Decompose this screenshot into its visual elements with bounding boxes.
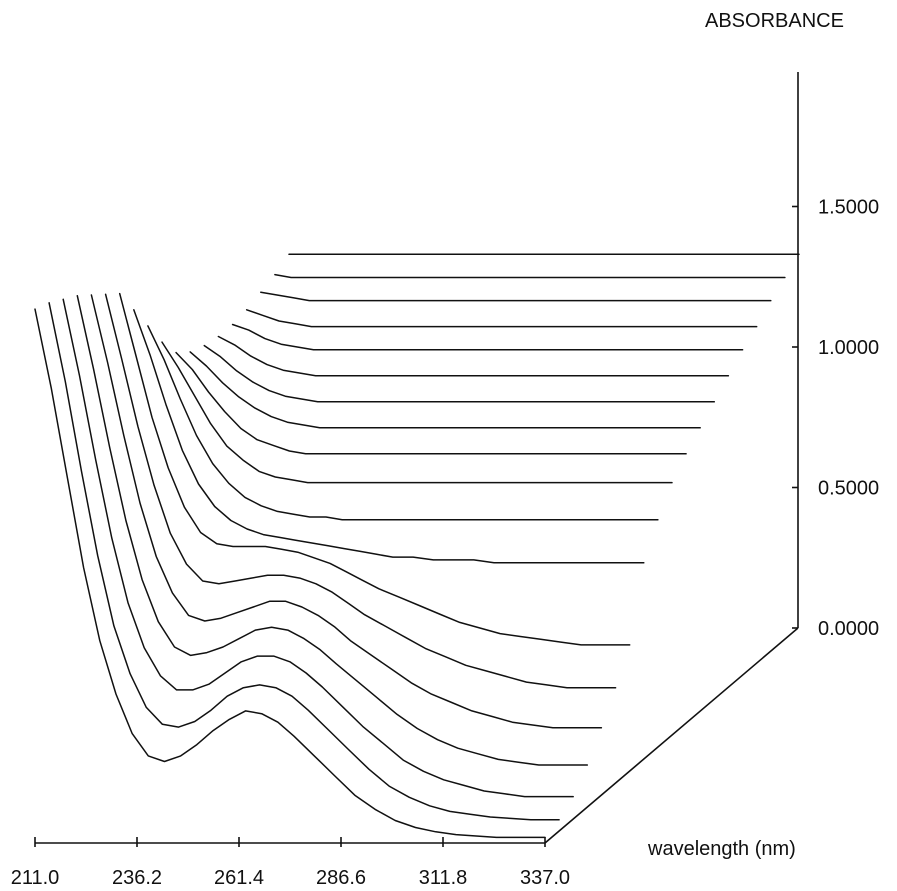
axes (35, 72, 799, 844)
spectrum-trace-4 (76, 294, 589, 766)
spectrum-trace-5 (90, 294, 603, 729)
spectrum-trace-16 (245, 309, 758, 328)
x-tick-label: 236.2 (112, 867, 162, 889)
x-tick-label: 311.8 (419, 867, 468, 889)
spectrum-trace-3 (62, 298, 574, 798)
x-tick-label: 261.4 (214, 867, 264, 889)
spectrum-trace-11 (175, 351, 687, 455)
y-tick-label: 1.5000 (818, 197, 879, 219)
spectrum-trace-13 (203, 344, 716, 403)
x-tick-label: 337.0 (520, 867, 570, 889)
spectrum-trace-6 (104, 293, 617, 689)
spectra-traces (34, 253, 800, 839)
y-tick-label: 0.5000 (818, 478, 879, 500)
spectrum-trace-10 (161, 341, 673, 484)
spectrum-trace-14 (217, 335, 730, 377)
y-tick-label: 0.0000 (818, 618, 879, 640)
x-axis-label: wavelength (nm) (647, 838, 796, 860)
spectrum-trace-18 (274, 273, 786, 279)
spectrum-trace-12 (189, 351, 701, 429)
x-tick-label: 211.0 (11, 867, 60, 889)
y-axis-label: ABSORBANCE (705, 10, 844, 32)
spectrum-trace-17 (260, 291, 772, 302)
spectrum-trace-7 (118, 292, 631, 646)
y-ticks: 0.0000 0.5000 1.0000 1.5000 (792, 197, 879, 640)
depth-axis-line (544, 627, 799, 844)
spectrum-trace-15 (231, 323, 744, 351)
spectrum-trace-8 (133, 309, 645, 564)
y-tick-label: 1.0000 (818, 337, 879, 359)
x-ticks: 211.0 236.2 261.4 286.6 311.8 337.0 (11, 837, 570, 889)
spectrum-trace-9 (147, 325, 659, 521)
spectrum-trace-1 (34, 308, 546, 839)
spectrum-trace-2 (48, 302, 560, 821)
x-tick-label: 286.6 (316, 867, 366, 889)
